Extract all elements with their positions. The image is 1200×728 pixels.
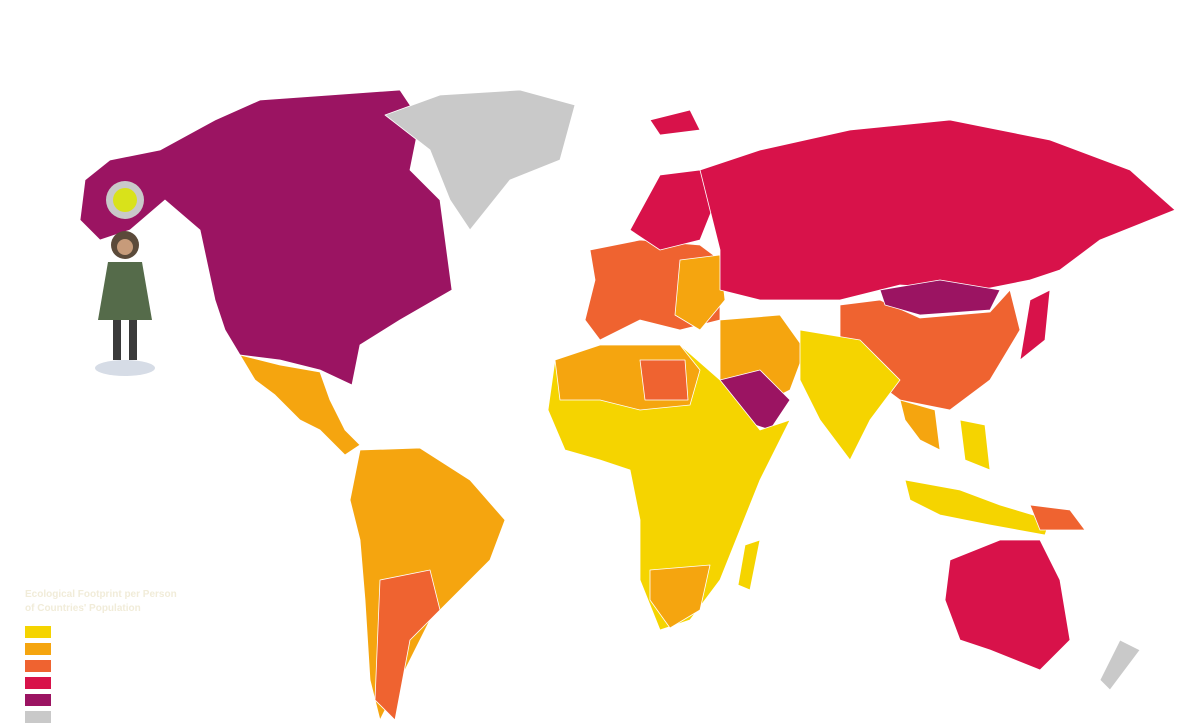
legend-swatch (25, 626, 51, 638)
greenland (384, 89, 576, 231)
indochina (899, 399, 941, 451)
regions (79, 89, 1176, 721)
north-america (79, 89, 453, 386)
southern-cone (374, 569, 441, 721)
philippines (959, 419, 991, 471)
person-figure (95, 231, 155, 376)
legend-swatch (25, 643, 51, 655)
australia (944, 539, 1071, 671)
japan (1019, 289, 1051, 361)
legend-swatch (25, 660, 51, 672)
marker-dot (113, 188, 137, 212)
central-america (239, 354, 361, 456)
papua (1029, 504, 1086, 531)
russia (699, 119, 1176, 301)
legend-title: Ecological Footprint per Person (25, 589, 177, 600)
legend-swatch (25, 694, 51, 706)
africa (547, 344, 791, 631)
india (799, 329, 901, 461)
libya (639, 359, 689, 401)
southern-africa (649, 564, 711, 629)
eastern-europe (674, 254, 726, 331)
legend-title: of Countries' Population (25, 603, 141, 614)
new-zealand (1099, 639, 1141, 691)
legend-swatch (25, 677, 51, 689)
madagascar (737, 539, 761, 591)
legend-swatch (25, 711, 51, 723)
southeast-asia (904, 479, 1051, 536)
legend: Ecological Footprint per Person of Count… (25, 589, 177, 723)
svalbard (649, 109, 701, 136)
mongolia (879, 279, 1001, 316)
